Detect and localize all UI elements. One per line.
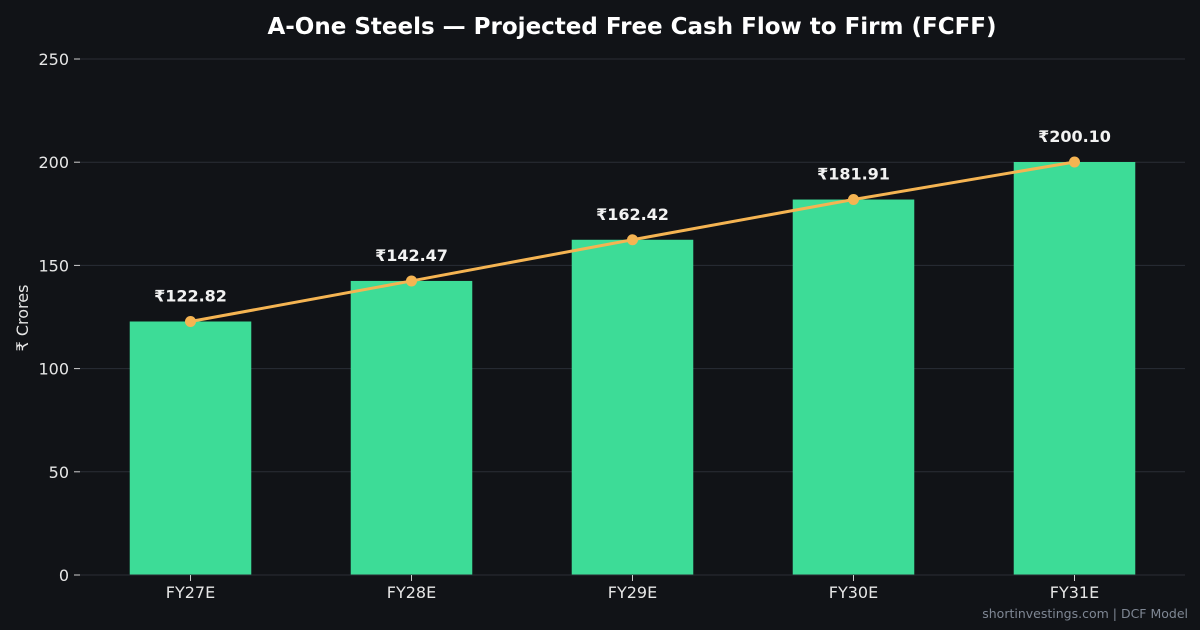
y-tick-label: 100 — [38, 360, 69, 379]
x-tick-label: FY30E — [829, 583, 878, 602]
trend-point — [406, 275, 417, 287]
y-tick-label: 50 — [49, 463, 69, 482]
data-labels: ₹122.82 ₹142.47 ₹162.42 ₹181.91 ₹200.10 — [154, 127, 1111, 306]
x-tick-label: FY28E — [387, 583, 436, 602]
trend-point — [185, 315, 196, 327]
x-tick-label: FY27E — [166, 583, 215, 602]
y-tick-label: 200 — [38, 153, 69, 172]
data-label: ₹162.42 — [596, 205, 669, 224]
x-tick-label: FY29E — [608, 583, 657, 602]
y-tick-label: 0 — [59, 566, 69, 585]
data-label: ₹122.82 — [154, 286, 227, 305]
trend-point — [627, 234, 638, 246]
bar — [350, 280, 473, 575]
bar — [792, 199, 915, 575]
chart-title: A-One Steels — Projected Free Cash Flow … — [267, 14, 996, 40]
data-label: ₹181.91 — [817, 165, 890, 184]
footer-credit: shortinvestings.com | DCF Model — [982, 606, 1188, 621]
bar — [129, 321, 252, 575]
trend-point — [848, 194, 859, 206]
bar — [571, 239, 694, 575]
y-tick-label: 150 — [38, 256, 69, 275]
bar — [1013, 161, 1136, 576]
y-axis-label: ₹ Crores — [13, 285, 32, 352]
y-tick-label: 250 — [38, 50, 69, 69]
bars — [129, 161, 1136, 576]
trend-line — [185, 156, 1080, 327]
data-label: ₹142.47 — [375, 246, 448, 265]
trend-point — [1069, 156, 1080, 168]
axes: 0 50 100 150 200 250 FY27E FY28E FY29E FY30E FY31E — [38, 50, 1185, 602]
x-tick-label: FY31E — [1050, 583, 1099, 602]
data-label: ₹200.10 — [1038, 127, 1111, 146]
